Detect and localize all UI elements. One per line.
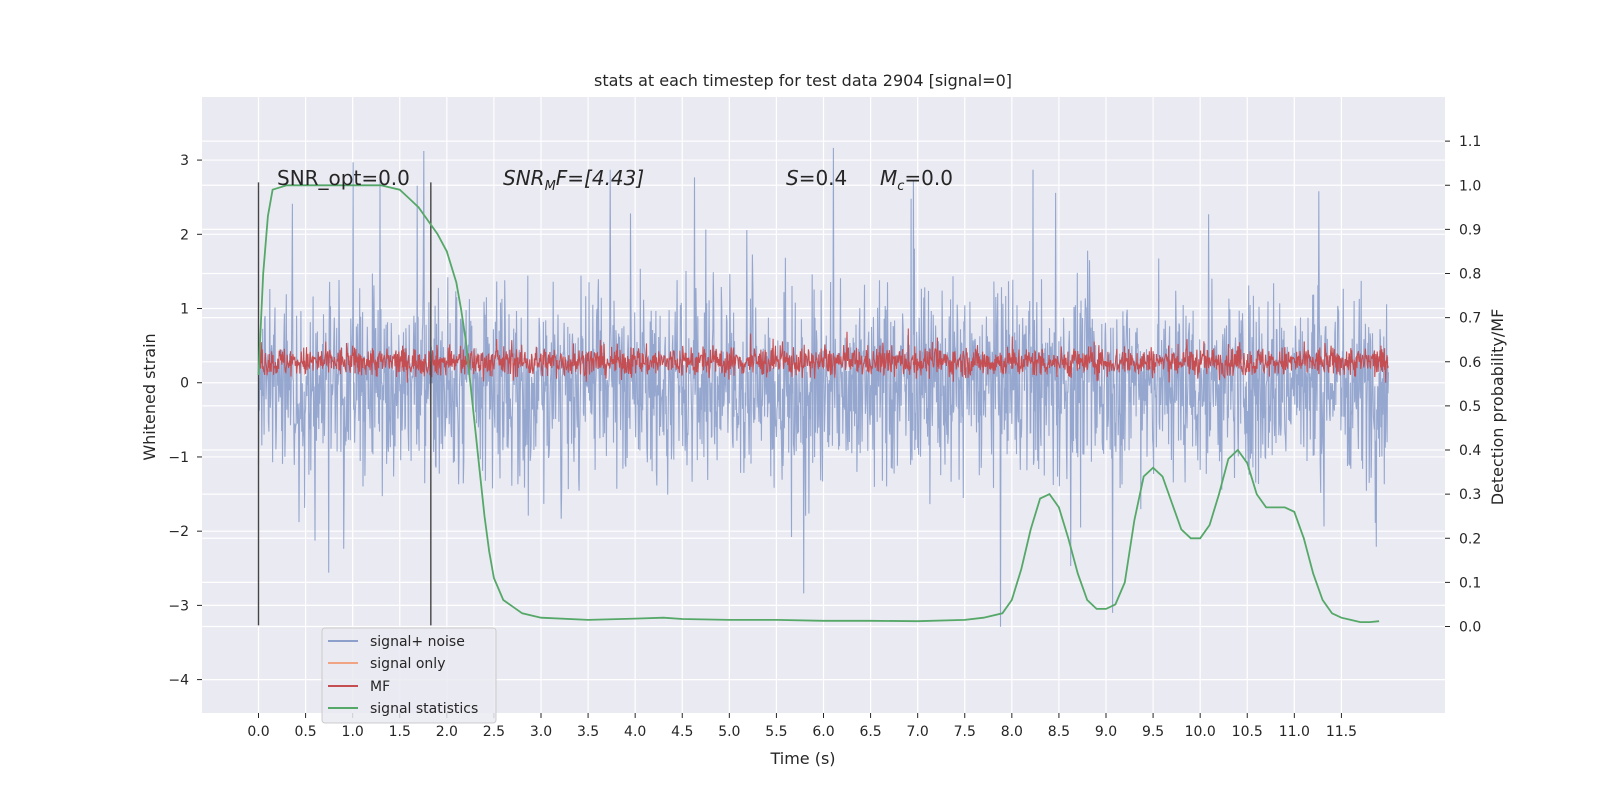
x-tick-label-15: 7.5 <box>954 724 976 740</box>
x-tick-label-18: 9.0 <box>1095 724 1117 740</box>
x-tick-label-23: 11.5 <box>1326 724 1357 740</box>
annotation-mc-main: M <box>880 166 897 190</box>
annotation-snr-mf-sub: M <box>545 179 556 194</box>
y-right-tick-label-7: 0.4 <box>1459 443 1481 459</box>
x-tick-label-17: 8.5 <box>1048 724 1070 740</box>
y-right-tick-label-9: 0.2 <box>1459 531 1481 547</box>
annotations: SNR_opt=0.0 SNRMF=[4.43] S=0.4 Mc=0.0 <box>277 166 953 194</box>
y-left-tick-label-1: 2 <box>180 227 189 243</box>
annotation-snr-mf-rest: F=[4.43] <box>556 166 644 190</box>
y-axis-right-ticks: 1.1 1.0 0.9 0.8 0.7 0.6 0.5 0.4 0.3 0.2 0.1 0.0 <box>1445 134 1481 636</box>
x-tick-label-20: 10.0 <box>1185 724 1216 740</box>
x-tick-label-5: 2.5 <box>483 724 505 740</box>
y-right-tick-label-4: 0.7 <box>1459 311 1481 327</box>
legend-label-signal-noise: signal+ noise <box>370 634 465 650</box>
annotation-s-rest: =0.4 <box>799 166 848 190</box>
x-axis-ticks: 0.0 0.5 1.0 1.5 2.0 2.5 3.0 3.5 4.0 4.5 5.0 5.5 6.0 6… <box>247 713 1357 740</box>
x-tick-label-3: 1.5 <box>389 724 411 740</box>
y-left-tick-label-3: 0 <box>180 376 189 392</box>
x-tick-label-2: 1.0 <box>342 724 364 740</box>
y-right-tick-label-6: 0.5 <box>1459 399 1481 415</box>
x-tick-label-1: 0.5 <box>294 724 316 740</box>
annotation-s-main: S <box>786 166 799 190</box>
annotation-mc: Mc=0.0 <box>880 166 953 194</box>
series-signal-statistics <box>257 184 1380 623</box>
y-right-tick-label-2: 0.9 <box>1459 222 1481 238</box>
x-tick-label-9: 4.5 <box>671 724 693 740</box>
y-left-tick-label-7: −4 <box>168 673 189 689</box>
legend-label-mf: MF <box>370 679 390 695</box>
y-right-tick-label-8: 0.3 <box>1459 487 1481 503</box>
annotation-s: S=0.4 <box>786 166 847 190</box>
legend-box <box>321 627 497 724</box>
x-tick-label-14: 7.0 <box>907 724 929 740</box>
signal-noise-line <box>257 147 1390 627</box>
annotation-snr-opt: SNR_opt=0.0 <box>277 166 410 190</box>
y-axis-left-ticks: 3 2 1 0 −1 −2 −3 −4 <box>168 153 202 689</box>
y-left-tick-label-2: 1 <box>180 302 189 318</box>
legend-label-signal-only: signal only <box>370 656 445 672</box>
y-left-tick-label-6: −3 <box>168 598 189 614</box>
x-tick-label-7: 3.5 <box>577 724 599 740</box>
x-tick-label-10: 5.0 <box>718 724 740 740</box>
annotation-mc-rest: =0.0 <box>904 166 953 190</box>
x-tick-label-4: 2.0 <box>436 724 458 740</box>
series-signal-noise <box>257 147 1390 627</box>
y-left-tick-label-4: −1 <box>168 450 189 466</box>
series-mf <box>257 328 1389 383</box>
x-tick-label-6: 3.0 <box>530 724 552 740</box>
x-tick-label-16: 8.0 <box>1001 724 1023 740</box>
x-tick-label-19: 9.5 <box>1142 724 1164 740</box>
y-axis-left-label: Whitened strain <box>140 333 159 460</box>
y-right-tick-label-3: 0.8 <box>1459 267 1481 283</box>
x-tick-label-13: 6.5 <box>859 724 881 740</box>
x-tick-label-12: 6.0 <box>812 724 834 740</box>
x-tick-label-11: 5.5 <box>765 724 787 740</box>
y-right-tick-label-5: 0.6 <box>1459 355 1481 371</box>
y-right-tick-label-0: 1.1 <box>1459 134 1481 150</box>
y-right-tick-label-1: 1.0 <box>1459 178 1481 194</box>
y-axis-right-label: Detection probability/MF <box>1488 309 1507 506</box>
mf-line <box>257 328 1389 383</box>
y-left-tick-label-0: 3 <box>180 153 189 169</box>
x-tick-label-21: 10.5 <box>1232 724 1263 740</box>
x-tick-label-8: 4.0 <box>624 724 646 740</box>
x-tick-label-22: 11.0 <box>1279 724 1310 740</box>
annotation-mc-sub: c <box>897 179 904 194</box>
y-right-tick-label-10: 0.1 <box>1459 575 1481 591</box>
annotation-snr-mf-main: SNR <box>503 166 545 190</box>
annotation-snr-mf: SNRMF=[4.43] <box>503 166 644 194</box>
x-axis-label: Time (s) <box>769 749 835 768</box>
vertical-markers <box>257 182 432 626</box>
legend-label-signal-statistics: signal statistics <box>370 701 478 717</box>
y-left-tick-label-5: −2 <box>168 524 189 540</box>
x-tick-label-0: 0.0 <box>247 724 269 740</box>
chart-title: stats at each timestep for test data 290… <box>594 71 1012 90</box>
legend: signal+ noise signal only MF signal stat… <box>321 627 497 724</box>
y-right-tick-label-11: 0.0 <box>1459 620 1481 636</box>
